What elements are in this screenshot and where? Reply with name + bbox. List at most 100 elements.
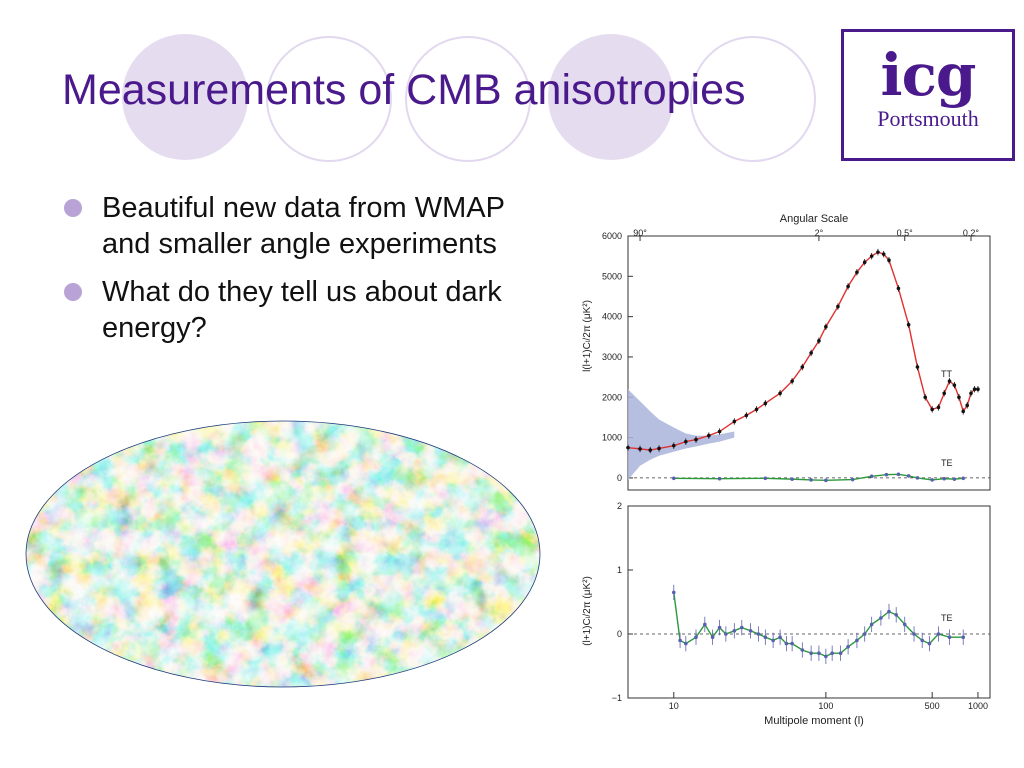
y-tick-label: 5000: [602, 271, 622, 281]
data-point: [836, 304, 840, 309]
data-point: [800, 365, 805, 369]
data-point: [855, 270, 859, 275]
data-point: [952, 383, 957, 387]
data-point: [748, 629, 753, 633]
model-curve-tt: [627, 251, 978, 451]
data-point: [800, 648, 805, 652]
data-point: [915, 365, 920, 369]
bullet-dot-icon: [64, 283, 82, 301]
data-point: [930, 478, 934, 482]
data-point: [923, 395, 928, 400]
data-point: [862, 632, 867, 636]
data-point: [876, 250, 880, 254]
data-point: [965, 403, 970, 408]
bullet-list: Beautiful new data from WMAP and smaller…: [62, 190, 522, 358]
data-point: [976, 387, 980, 392]
data-point: [671, 590, 676, 595]
data-point: [920, 638, 925, 643]
data-point: [894, 613, 898, 617]
y-tick-label: 1000: [602, 433, 622, 443]
data-point: [862, 260, 867, 265]
data-point: [906, 322, 911, 327]
data-point: [947, 635, 952, 639]
data-point: [703, 622, 707, 627]
top-y-axis-label: l(l+1)Cₗ/2π (μK²): [582, 300, 593, 372]
data-point: [684, 439, 688, 444]
data-point: [947, 379, 952, 383]
data-point: [724, 632, 728, 636]
x-tick-label: 500: [925, 701, 940, 711]
data-point: [756, 632, 761, 636]
y-tick-label: 0: [617, 629, 622, 639]
data-point: [884, 472, 889, 477]
data-point: [784, 641, 789, 646]
data-point: [906, 474, 911, 478]
data-point: [869, 254, 874, 258]
tt-te-panel: 6000 5000 4000 3000 2000 1000 0 TT TE 90° 2° 0.5° 0.…: [602, 228, 991, 491]
bullet-dot-icon: [64, 199, 82, 217]
decor-circle-5: [690, 36, 816, 162]
data-point: [684, 641, 688, 646]
data-point: [707, 433, 711, 438]
data-point: [671, 476, 676, 481]
data-point: [855, 638, 859, 643]
data-point: [936, 632, 941, 636]
data-point: [881, 252, 886, 256]
data-point: [824, 478, 828, 483]
decor-circle-3: [405, 36, 531, 162]
logo-subtitle: Portsmouth: [877, 106, 979, 131]
slide-title: Measurements of CMB anisotropies: [62, 66, 746, 114]
data-point: [952, 477, 957, 481]
logo-name: icg: [880, 41, 977, 109]
top-tick-label: 0.2°: [963, 228, 980, 238]
data-point: [961, 476, 966, 481]
data-point: [869, 474, 874, 479]
y-tick-label: −1: [612, 693, 622, 703]
series-label-tt: TT: [941, 369, 952, 379]
data-point: [694, 437, 698, 442]
y-tick-label: 4000: [602, 312, 622, 322]
data-point: [763, 635, 768, 639]
data-point: [710, 635, 715, 639]
data-point: [732, 419, 737, 424]
data-point: [717, 476, 722, 481]
data-point: [671, 443, 676, 448]
data-point: [694, 635, 698, 639]
data-point: [744, 413, 749, 418]
data-point: [942, 476, 947, 481]
icg-logo: icg Portsmouth: [841, 29, 1015, 161]
data-point: [817, 651, 821, 655]
data-point: [927, 641, 932, 646]
y-tick-label: 6000: [602, 231, 622, 241]
data-point: [790, 477, 794, 481]
top-tick-label: 2°: [815, 228, 824, 238]
y-tick-label: 2000: [602, 392, 622, 402]
model-curve-te: [673, 473, 964, 482]
top-tick-label: 0.5°: [897, 228, 914, 238]
data-point: [912, 632, 916, 636]
decor-circle-2: [266, 36, 392, 162]
data-point: [850, 477, 855, 482]
data-point: [846, 645, 850, 649]
x-tick-label: 10: [669, 701, 679, 711]
data-point: [887, 258, 891, 262]
data-point: [930, 407, 934, 412]
data-point: [771, 638, 775, 643]
data-point: [732, 629, 737, 633]
data-point: [969, 391, 973, 396]
data-point: [915, 476, 920, 480]
y-tick-label: 3000: [602, 352, 622, 362]
cosmic-variance-band: [628, 389, 735, 480]
data-point: [896, 472, 901, 477]
data-point: [869, 622, 874, 627]
data-point: [902, 622, 907, 627]
data-point: [790, 641, 794, 646]
bullet-text: Beautiful new data from WMAP and smaller…: [102, 192, 505, 260]
data-point: [739, 625, 744, 630]
plot-frame: [627, 505, 991, 699]
x-tick-label: 1000: [968, 701, 988, 711]
data-point: [846, 284, 850, 289]
decor-circle-1: [122, 34, 248, 160]
y-tick-label: 0: [617, 473, 622, 483]
